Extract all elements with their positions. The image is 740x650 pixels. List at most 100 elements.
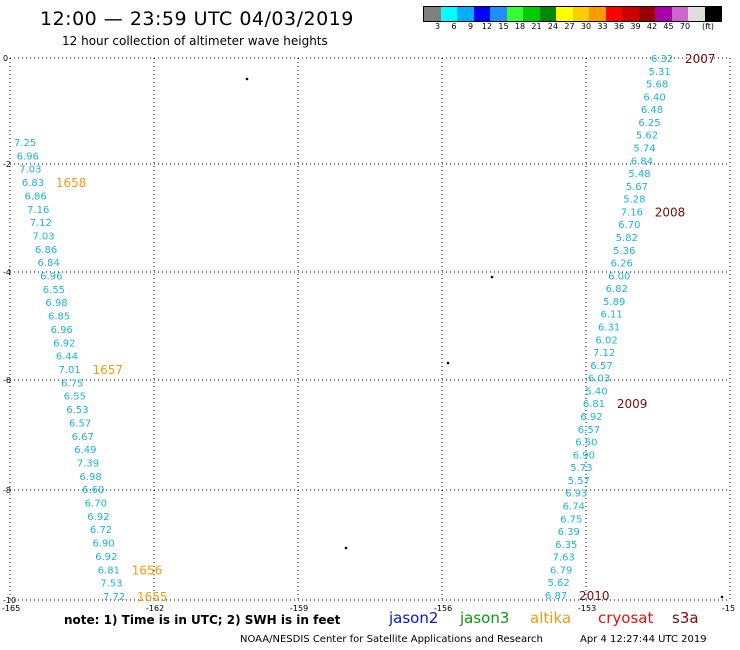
colorbar-swatch — [506, 7, 523, 21]
right-track-wave-height: 6.39 — [558, 527, 580, 538]
right-track-wave-height: 5.57 — [568, 476, 590, 487]
right-track-wave-height: 5.62 — [548, 578, 570, 589]
x-tick-label: -162 — [146, 604, 164, 613]
left-track-wave-height: 6.92 — [53, 338, 75, 349]
left-track-time-label: 1656 — [132, 563, 163, 577]
colorbar-swatch — [556, 7, 573, 21]
left-track-wave-height: 6.53 — [66, 405, 88, 416]
colorbar-label: 36 — [613, 22, 625, 31]
colorbar-swatch — [688, 7, 705, 21]
left-track-wave-height: 6.96 — [40, 272, 62, 283]
y-tick-label: -6 — [3, 376, 11, 385]
right-track-wave-height: 6.75 — [560, 514, 582, 525]
right-track-wave-height: 5.68 — [646, 80, 668, 91]
left-track-wave-height: 6.86 — [24, 191, 46, 202]
left-track-wave-height: 6.98 — [79, 472, 101, 483]
left-track-wave-height: 6.84 — [38, 258, 60, 269]
right-track-wave-height: 5.28 — [623, 195, 645, 206]
colorbar-swatch — [424, 7, 441, 21]
right-track-wave-height: 5.67 — [626, 182, 648, 193]
left-track-wave-height: 7.25 — [14, 138, 36, 149]
colorbar-label: 21 — [531, 22, 542, 31]
right-track-wave-height: 7.12 — [593, 348, 615, 359]
left-track-wave-height: 7.12 — [30, 218, 52, 229]
colorbar-label: 9 — [467, 22, 474, 31]
left-track-wave-height: 7.53 — [100, 579, 122, 590]
left-track-wave-height: 6.72 — [90, 525, 112, 536]
x-tick-label: -156 — [434, 604, 452, 613]
left-track-time-label: 1658 — [56, 176, 87, 190]
right-track-wave-height: 5.31 — [648, 67, 670, 78]
left-track-time-label: 1657 — [93, 363, 124, 377]
chart-subtitle: 12 hour collection of altimeter wave hei… — [62, 34, 328, 48]
left-track-time-label: 1655 — [137, 590, 168, 604]
left-track-wave-height: 6.55 — [43, 285, 65, 296]
colorbar-tick-labels: 3 6 9 12 15 18 21 24 27 30 33 36 39 42 45 70 — [423, 22, 740, 34]
left-track-wave-height: 6.57 — [69, 418, 91, 429]
right-track-wave-height: 5.74 — [633, 144, 655, 155]
colorbar-swatch — [572, 7, 589, 21]
colorbar-swatch — [523, 7, 540, 21]
left-track-wave-height: 6.75 — [61, 378, 83, 389]
colorbar-label: 39 — [630, 22, 641, 31]
left-track-wave-height: 6.90 — [93, 539, 115, 550]
x-tick-label: -159 — [290, 604, 308, 613]
colorbar-label: 27 — [564, 22, 575, 31]
right-track-wave-height: 6.90 — [573, 450, 595, 461]
left-track-wave-height: 7.39 — [77, 458, 99, 469]
colorbar-swatch — [440, 7, 457, 21]
left-track-wave-height: 7.03 — [32, 231, 54, 242]
colorbar-swatch — [605, 7, 622, 21]
right-track-wave-height: 6.48 — [641, 105, 663, 116]
right-track-wave-height: 6.35 — [555, 540, 577, 551]
island-mark — [720, 595, 724, 599]
colorbar-swatch — [589, 7, 606, 21]
left-track-wave-height: 6.98 — [45, 298, 67, 309]
right-track-wave-height: 6.00 — [608, 271, 630, 282]
right-track-time-label: 2008 — [655, 205, 686, 219]
right-track-wave-height: 6.50 — [575, 438, 597, 449]
colorbar-swatch — [457, 7, 474, 21]
left-track-wave-height: 6.92 — [87, 512, 109, 523]
right-track-wave-height: 6.74 — [563, 502, 585, 513]
right-track-wave-height: 6.70 — [618, 220, 640, 231]
left-track-wave-height: 6.44 — [56, 352, 78, 363]
right-track-wave-height: 6.11 — [601, 310, 623, 321]
left-track-wave-height: 7.16 — [27, 205, 49, 216]
left-track-wave-height: 6.86 — [35, 245, 57, 256]
right-track-wave-height: 5.73 — [570, 463, 592, 474]
left-track-wave-height: 6.67 — [72, 432, 94, 443]
left-track-wave-height: 6.92 — [95, 552, 117, 563]
right-track-wave-height: 6.81 — [583, 399, 605, 410]
right-track-wave-height: 6.25 — [638, 118, 660, 129]
right-track-wave-height: 5.82 — [616, 233, 638, 244]
island-mark — [446, 361, 450, 365]
colorbar-label: 45 — [663, 22, 674, 31]
colorbar-swatch — [490, 7, 507, 21]
colorbar-label: 18 — [514, 22, 526, 31]
left-track-wave-height: 6.83 — [22, 178, 44, 189]
colorbar-label: 30 — [580, 22, 592, 31]
right-track-wave-height: 6.57 — [590, 361, 612, 372]
left-track-wave-height: 6.96 — [17, 151, 39, 162]
island-mark — [245, 77, 249, 81]
right-track-wave-height: 6.31 — [598, 323, 620, 334]
left-track-wave-height: 6.96 — [51, 325, 73, 336]
footer-credit: NOAA/NESDIS Center for Satellite Applica… — [240, 634, 543, 645]
right-track-time-label: 2007 — [685, 52, 716, 66]
legend-altika: altika — [530, 609, 572, 627]
left-track-wave-height: 6.70 — [85, 499, 107, 510]
colorbar-swatch — [539, 7, 556, 21]
right-track-wave-height: 6.84 — [631, 156, 653, 167]
left-track-wave-height: 6.55 — [64, 392, 86, 403]
left-track-wave-height: 7.03 — [19, 165, 41, 176]
chart-title: 12:00 — 23:59 UTC 04/03/2019 — [40, 8, 354, 30]
right-track-wave-height: 6.32 — [651, 54, 673, 65]
left-track-wave-height: 7.01 — [59, 365, 81, 376]
right-track-wave-height: 5.62 — [636, 131, 658, 142]
island-mark — [490, 275, 494, 279]
colorbar-label: 70 — [679, 22, 691, 31]
right-track-wave-height: 6.57 — [578, 425, 600, 436]
island-mark — [344, 546, 348, 550]
